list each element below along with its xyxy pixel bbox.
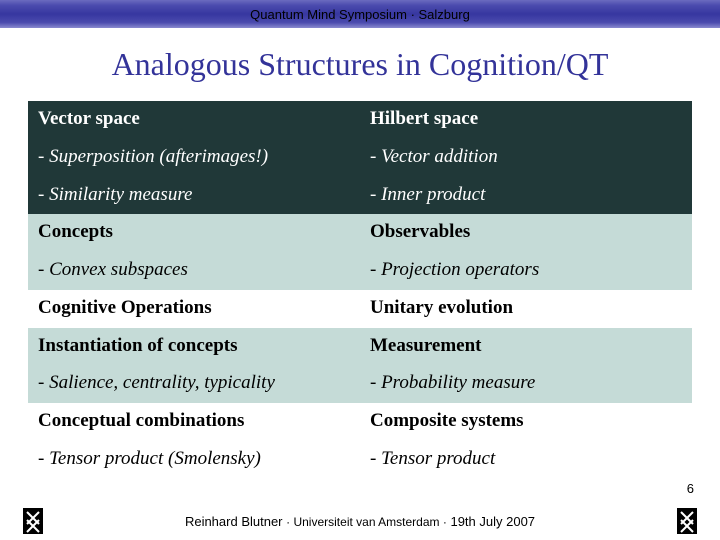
cell-right: Composite systems [360,403,692,441]
table-row: Instantiation of concepts Measurement [28,328,692,366]
cell-right: Observables [360,214,692,252]
footer-date: 19th July 2007 [450,514,535,529]
page-number: 6 [687,481,694,496]
header-text: Quantum Mind Symposium · Salzburg [250,7,470,22]
cell-text: Hilbert space [370,108,478,129]
cell-left: Vector space [28,101,360,139]
cell-text: Composite systems [370,410,524,431]
footer-author: Reinhard Blutner [185,514,283,529]
table-row: Concepts Observables [28,214,692,252]
cell-text: Measurement [370,335,482,356]
cell-right: - Projection operators [360,252,692,290]
cell-text: - Tensor product [370,448,495,469]
cell-left: Conceptual combinations [28,403,360,441]
cell-text: Unitary evolution [370,297,513,318]
table-row: - Superposition (afterimages!) - Vector a… [28,139,692,177]
logo-left-icon [20,506,46,536]
cell-text: - Superposition (afterimages!) [38,146,268,167]
cell-text: - Vector addition [370,146,498,167]
cell-right: - Vector addition [360,139,692,177]
header-bar: Quantum Mind Symposium · Salzburg [0,0,720,28]
cell-left: Cognitive Operations [28,290,360,328]
cell-text: Observables [370,221,470,242]
comparison-table: Vector space Hilbert space - Superposition… [28,101,692,479]
table-row: Cognitive Operations Unitary evolution [28,290,692,328]
cell-text: - Salience, centrality, typicality [38,372,275,393]
cell-right: Measurement [360,328,692,366]
cell-text: - Projection operators [370,259,539,280]
cell-right: - Probability measure [360,365,692,403]
table-body: Vector space Hilbert space - Superposition… [28,101,692,479]
cell-text: - Probability measure [370,372,535,393]
cell-left: - Convex subspaces [28,252,360,290]
cell-left: - Tensor product (Smolensky) [28,441,360,479]
cell-text: Vector space [38,108,140,129]
cell-text: Instantiation of concepts [38,335,238,356]
footer-affiliation: · Universiteit van Amsterdam · [286,515,447,529]
table-row: - Salience, centrality, typicality - Prob… [28,365,692,403]
cell-text: - Inner product [370,184,485,205]
footer-text: Reinhard Blutner · Universiteit van Amst… [185,514,535,529]
cell-text: - Tensor product (Smolensky) [38,448,261,469]
cell-left: - Similarity measure [28,177,360,215]
cell-text: - Convex subspaces [38,259,188,280]
logo-right-icon [674,506,700,536]
cell-left: - Salience, centrality, typicality [28,365,360,403]
cell-right: Unitary evolution [360,290,692,328]
cell-text: Cognitive Operations [38,297,212,318]
table-row: Vector space Hilbert space [28,101,692,139]
table-row: Conceptual combinations Composite systems [28,403,692,441]
table-row: - Similarity measure - Inner product [28,177,692,215]
table-row: - Convex subspaces - Projection operators [28,252,692,290]
cell-text: - Similarity measure [38,184,192,205]
slide-title: Analogous Structures in Cognition/QT [0,46,720,83]
cell-left: - Superposition (afterimages!) [28,139,360,177]
cell-right: - Tensor product [360,441,692,479]
cell-left: Instantiation of concepts [28,328,360,366]
cell-text: Concepts [38,221,113,242]
cell-right: - Inner product [360,177,692,215]
footer-bar: Reinhard Blutner · Universiteit van Amst… [0,502,720,540]
cell-right: Hilbert space [360,101,692,139]
cell-text: Conceptual combinations [38,410,244,431]
table-row: - Tensor product (Smolensky) - Tensor pro… [28,441,692,479]
cell-left: Concepts [28,214,360,252]
